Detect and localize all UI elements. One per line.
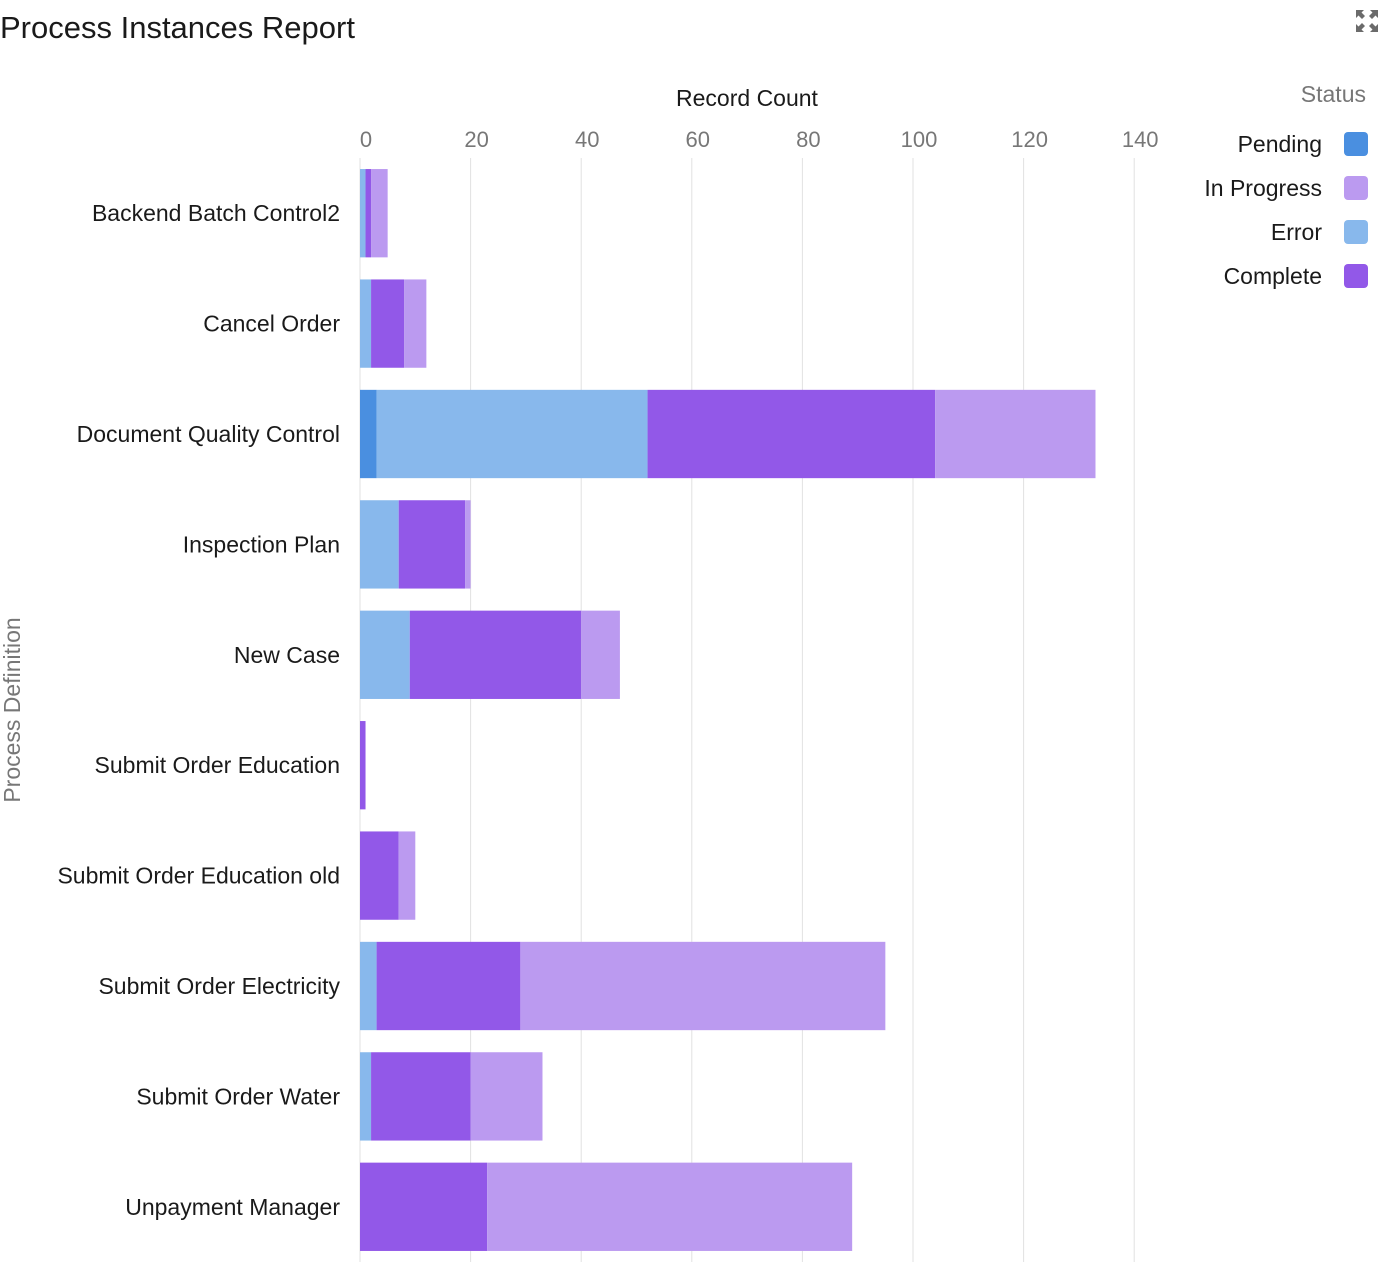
- expand-button[interactable]: [1354, 8, 1380, 34]
- bar-segment[interactable]: [371, 169, 388, 258]
- x-tick-label: 60: [686, 127, 710, 152]
- bar-segment[interactable]: [360, 721, 366, 810]
- bar-segment[interactable]: [470, 1052, 543, 1141]
- bar-segment[interactable]: [935, 389, 1096, 479]
- bars: [360, 169, 1096, 1251]
- legend-entry-label: Complete: [1224, 263, 1322, 289]
- category-label: Submit Order Education: [95, 752, 340, 778]
- category-label: Cancel Order: [203, 311, 340, 337]
- x-tick-label: 20: [464, 127, 488, 152]
- x-axis-ticks: 0 20 40 60 80 100 120 140: [360, 127, 1159, 152]
- y-axis-categories: Backend Batch Control2 Cancel Order Docume…: [57, 200, 340, 1220]
- bar-segment[interactable]: [365, 169, 372, 258]
- bar-segment[interactable]: [376, 941, 521, 1031]
- x-tick-label: 80: [796, 127, 820, 152]
- y-axis-title: Process Definition: [0, 617, 25, 802]
- bar-segment[interactable]: [487, 1162, 853, 1251]
- bar-segment[interactable]: [371, 279, 405, 368]
- x-axis-title: Record Count: [676, 85, 819, 111]
- bar-segment[interactable]: [520, 941, 886, 1031]
- category-label: Submit Order Education old: [57, 863, 340, 889]
- category-label: Submit Order Water: [136, 1083, 340, 1109]
- x-tick-label: 40: [575, 127, 599, 152]
- bar-segment[interactable]: [360, 831, 399, 920]
- bar-segment[interactable]: [581, 610, 620, 699]
- x-tick-label: 120: [1011, 127, 1048, 152]
- grid-lines: [359, 158, 1135, 1262]
- legend-entry-label: In Progress: [1204, 175, 1322, 201]
- category-label: Document Quality Control: [77, 421, 340, 447]
- legend-swatch[interactable]: [1344, 220, 1368, 244]
- legend-entry-label: Pending: [1238, 131, 1322, 157]
- bar-segment[interactable]: [360, 1162, 488, 1251]
- bar-segment[interactable]: [360, 941, 377, 1031]
- x-tick-label: 0: [360, 127, 372, 152]
- legend-swatch[interactable]: [1344, 264, 1368, 288]
- legend-swatch[interactable]: [1344, 176, 1368, 200]
- bar-segment[interactable]: [398, 500, 466, 589]
- bar-segment[interactable]: [360, 169, 366, 258]
- bar-segment[interactable]: [647, 389, 936, 479]
- x-tick-label: 100: [901, 127, 938, 152]
- bar-segment[interactable]: [360, 279, 372, 368]
- bar-segment[interactable]: [465, 500, 471, 589]
- category-label: Inspection Plan: [183, 531, 340, 557]
- bar-segment[interactable]: [404, 279, 427, 368]
- legend-title: Status: [1301, 81, 1366, 107]
- x-tick-label: 140: [1122, 127, 1159, 152]
- bar-segment[interactable]: [360, 610, 410, 699]
- legend-swatch[interactable]: [1344, 132, 1368, 156]
- legend-entry-label: Error: [1271, 219, 1322, 245]
- category-label: New Case: [234, 642, 340, 668]
- bar-segment[interactable]: [398, 831, 416, 920]
- bar-segment[interactable]: [376, 389, 648, 479]
- category-label: Backend Batch Control2: [92, 200, 340, 226]
- page-title: Process Instances Report: [0, 10, 355, 45]
- bar-segment[interactable]: [360, 1052, 372, 1141]
- category-label: Unpayment Manager: [125, 1194, 340, 1220]
- legend: Status Pending In Progress Error Complete: [1204, 81, 1368, 289]
- expand-icon: [1356, 10, 1378, 32]
- bar-segment[interactable]: [360, 500, 399, 589]
- bar-segment[interactable]: [409, 610, 582, 699]
- bar-segment[interactable]: [360, 389, 377, 479]
- bar-segment[interactable]: [371, 1052, 471, 1141]
- category-label: Submit Order Electricity: [98, 973, 340, 999]
